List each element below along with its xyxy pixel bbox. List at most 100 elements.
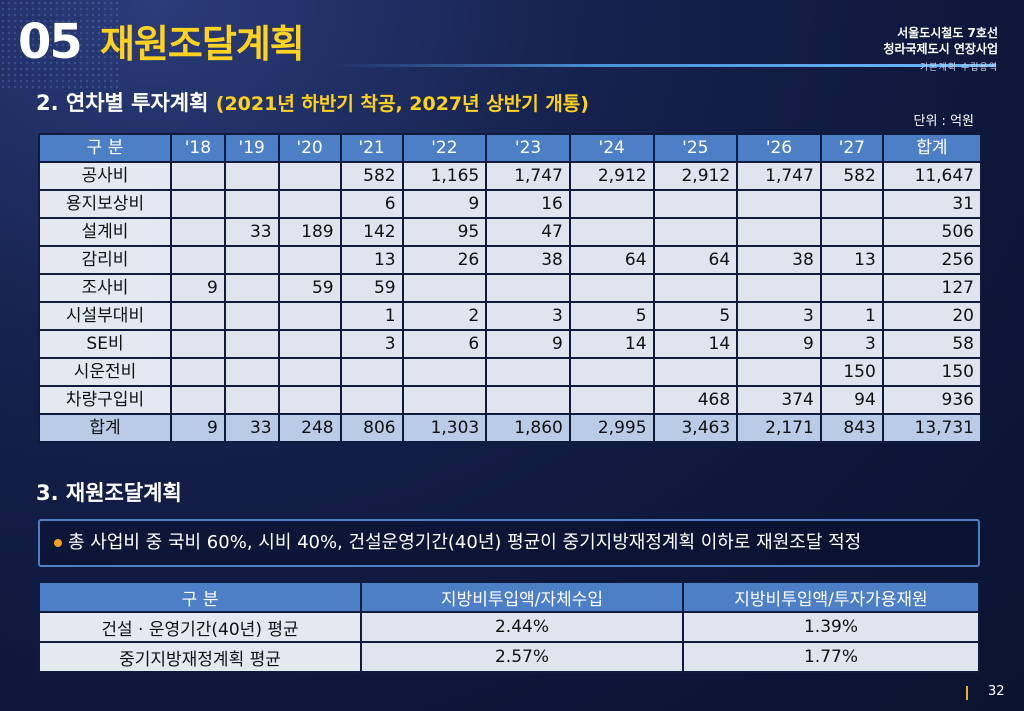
table-cell: 142 (339, 217, 404, 247)
table-cell (568, 217, 655, 247)
table-cell: 468 (652, 385, 739, 415)
table-cell: 3 (736, 301, 822, 331)
funding-ratio-table: 구 분 지방비투입액/자체수입 지방비투입액/투자가용재원 건설 · 운영기간(… (38, 581, 980, 673)
table-cell: 3,463 (652, 413, 739, 443)
column-header: '27 (819, 133, 884, 163)
table-cell: 1,303 (401, 413, 488, 443)
table-row: 시운전비 150 150 (38, 357, 983, 387)
table-cell: 5 (568, 301, 655, 331)
table-cell (277, 301, 342, 331)
table-row: 중기지방재정계획 평균 2.57% 1.77% (38, 641, 980, 673)
table-cell (223, 357, 280, 387)
table-cell: 582 (339, 161, 404, 191)
table-cell: 9 (401, 189, 488, 219)
table-cell (339, 385, 404, 415)
table-cell (170, 301, 226, 331)
table-cell: 6 (339, 189, 404, 219)
row-label: 용지보상비 (38, 189, 172, 219)
table-cell: 64 (568, 245, 655, 275)
table-cell (277, 385, 342, 415)
table-row: 차량구입비 468 374 94 936 (38, 385, 983, 415)
column-header: '26 (736, 133, 822, 163)
row-label: 중기지방재정계획 평균 (38, 641, 362, 673)
funding-note: 총 사업비 중 국비 60%, 시비 40%, 건설운영기간(40년) 평균이 … (68, 532, 862, 553)
table-cell: 582 (819, 161, 884, 191)
table-cell: 47 (485, 217, 571, 247)
table-cell: 58 (881, 329, 983, 359)
table-cell: 1,747 (736, 161, 822, 191)
table-cell: 506 (881, 217, 983, 247)
page-number: 32 (988, 684, 1005, 699)
table-row: 시설부대비 1 2 3 5 5 3 1 20 (38, 301, 983, 331)
table-cell: 95 (401, 217, 488, 247)
table-cell (170, 161, 226, 191)
table-cell (223, 245, 280, 275)
column-header: '19 (223, 133, 280, 163)
table-cell: 150 (819, 357, 884, 387)
table-cell: 374 (736, 385, 822, 415)
row-label: 조사비 (38, 273, 172, 303)
table-cell (652, 273, 739, 303)
table-cell (223, 385, 280, 415)
table-cell: 38 (485, 245, 571, 275)
table-cell: 16 (485, 189, 571, 219)
table-cell: 843 (819, 413, 884, 443)
table-cell: 6 (401, 329, 488, 359)
table-cell: 33 (223, 413, 280, 443)
project-subtitle: 기본계획 수립용역 (919, 63, 998, 73)
decorative-dot-pattern (0, 0, 120, 90)
table-cell: 189 (277, 217, 342, 247)
table-cell: 1,860 (485, 413, 571, 443)
table-cell (277, 357, 342, 387)
table-cell: 64 (652, 245, 739, 275)
row-label: 건설 · 운영기간(40년) 평균 (38, 611, 362, 643)
table-cell: 20 (881, 301, 983, 331)
table-cell: 1 (819, 301, 884, 331)
table-cell (170, 329, 226, 359)
table-cell: 1.39% (682, 611, 980, 643)
table-cell: 2.57% (360, 641, 684, 673)
table-cell (223, 273, 280, 303)
table-cell: 2,995 (568, 413, 655, 443)
table-cell (819, 273, 884, 303)
table-cell: 9 (485, 329, 571, 359)
table-cell (170, 189, 226, 219)
investment-table: 구 분 '18 '19 '20 '21 '22 '23 '24 '25 '26 … (38, 133, 983, 443)
table-cell (736, 357, 822, 387)
table-cell (223, 329, 280, 359)
table-row: 공사비 582 1,165 1,747 2,912 2,912 1,747 582 11,647 (38, 161, 983, 191)
column-header: '24 (568, 133, 655, 163)
table-cell: 1,165 (401, 161, 488, 191)
table-cell: 2,912 (568, 161, 655, 191)
table-cell (652, 217, 739, 247)
table-cell: 127 (881, 273, 983, 303)
column-header: 지방비투입액/투자가용재원 (682, 581, 980, 613)
table-cell (568, 385, 655, 415)
row-label: 차량구입비 (38, 385, 172, 415)
table-cell (568, 189, 655, 219)
table-cell (170, 245, 226, 275)
table-cell: 2,912 (652, 161, 739, 191)
table-cell (223, 189, 280, 219)
table-row: 설계비 33 189 142 95 47 506 (38, 217, 983, 247)
table-cell (736, 217, 822, 247)
table-row: 용지보상비 6 9 16 31 (38, 189, 983, 219)
table-cell (736, 273, 822, 303)
table-cell (223, 161, 280, 191)
table-cell: 936 (881, 385, 983, 415)
table-cell (170, 217, 226, 247)
unit-label: 단위 : 억원 (913, 114, 975, 129)
table-cell: 13 (819, 245, 884, 275)
funding-heading: 3. 재원조달계획 (36, 481, 182, 505)
table-cell: 13,731 (881, 413, 983, 443)
table-cell (339, 357, 404, 387)
table-cell: 5 (652, 301, 739, 331)
row-label: 시운전비 (38, 357, 172, 387)
table-cell (170, 357, 226, 387)
table-cell: 150 (881, 357, 983, 387)
total-row: 합계 9 33 248 806 1,303 1,860 2,995 3,463 2,171 843 1… (38, 413, 983, 443)
table-cell (568, 357, 655, 387)
row-label: 시설부대비 (38, 301, 172, 331)
row-label: 공사비 (38, 161, 172, 191)
table-cell: 2,171 (736, 413, 822, 443)
